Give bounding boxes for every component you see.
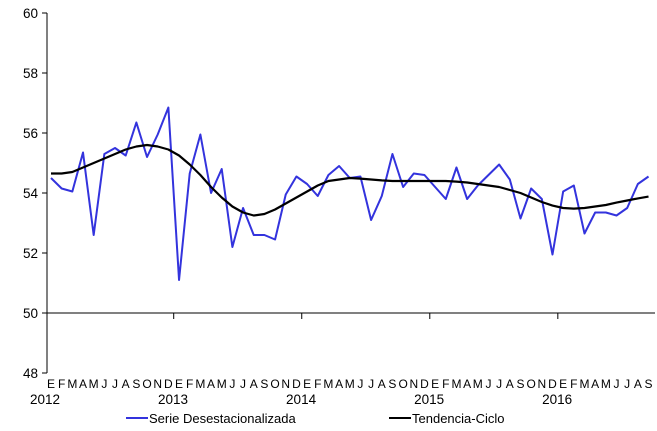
x-month-label: O bbox=[142, 377, 151, 391]
x-month-label: F bbox=[570, 377, 577, 391]
x-year-label: 2012 bbox=[30, 392, 60, 407]
x-month-label: M bbox=[580, 377, 590, 391]
y-tick-label: 50 bbox=[23, 306, 38, 321]
x-month-label: A bbox=[122, 377, 130, 391]
x-month-label: S bbox=[516, 377, 524, 391]
x-year-label: 2014 bbox=[286, 392, 317, 407]
series-line-tendencia-ciclo bbox=[51, 143, 649, 217]
x-month-label: A bbox=[250, 377, 258, 391]
x-month-label: D bbox=[292, 377, 301, 391]
x-month-label: O bbox=[398, 377, 407, 391]
x-month-label: J bbox=[112, 377, 118, 391]
x-month-label: E bbox=[175, 377, 183, 391]
x-month-label: A bbox=[207, 377, 215, 391]
x-month-label: N bbox=[281, 377, 290, 391]
x-month-label: F bbox=[442, 377, 449, 391]
x-month-label: N bbox=[409, 377, 418, 391]
x-month-label: M bbox=[601, 377, 611, 391]
x-month-label: D bbox=[164, 377, 173, 391]
y-tick-label: 60 bbox=[23, 6, 38, 21]
y-tick-label: 56 bbox=[23, 126, 38, 141]
x-month-label: A bbox=[463, 377, 471, 391]
y-tick-label: 52 bbox=[23, 246, 38, 261]
x-month-label: J bbox=[101, 377, 107, 391]
y-tick-label: 58 bbox=[23, 66, 38, 81]
y-axis: 48 50 52 54 56 58 60 bbox=[23, 6, 48, 381]
x-year-label: 2016 bbox=[542, 392, 572, 407]
x-month-label: N bbox=[153, 377, 162, 391]
x-month-label: D bbox=[420, 377, 429, 391]
x-month-label: M bbox=[451, 377, 461, 391]
x-month-label: J bbox=[614, 377, 620, 391]
x-month-label: S bbox=[388, 377, 396, 391]
x-month-label: E bbox=[303, 377, 311, 391]
x-month-label: F bbox=[314, 377, 321, 391]
x-month-label: A bbox=[506, 377, 514, 391]
legend-label: Tendencia-Ciclo bbox=[412, 411, 505, 426]
x-month-label: J bbox=[229, 377, 235, 391]
x-month-label: N bbox=[537, 377, 546, 391]
x-month-label: J bbox=[240, 377, 246, 391]
y-tick-label: 48 bbox=[23, 366, 38, 381]
x-month-label: M bbox=[473, 377, 483, 391]
x-month-label: M bbox=[345, 377, 355, 391]
x-month-label: E bbox=[47, 377, 55, 391]
y-tick-label: 54 bbox=[23, 186, 39, 201]
series-line-serie-desestacionalizada bbox=[50, 106, 650, 281]
x-month-label: D bbox=[548, 377, 557, 391]
x-month-label: S bbox=[132, 377, 140, 391]
x-month-label: S bbox=[645, 377, 653, 391]
x-month-label: A bbox=[378, 377, 386, 391]
x-month-label: O bbox=[526, 377, 535, 391]
x-month-label: F bbox=[58, 377, 65, 391]
x-month-label: J bbox=[496, 377, 502, 391]
x-month-label: S bbox=[260, 377, 268, 391]
x-month-label: E bbox=[559, 377, 567, 391]
x-month-label: A bbox=[634, 377, 642, 391]
x-month-label: M bbox=[89, 377, 99, 391]
x-month-label: E bbox=[431, 377, 439, 391]
x-month-label: A bbox=[79, 377, 87, 391]
x-month-label: J bbox=[485, 377, 491, 391]
x-year-label: 2015 bbox=[414, 392, 444, 407]
x-month-label: O bbox=[270, 377, 279, 391]
x-month-label: J bbox=[357, 377, 363, 391]
legend-label: Serie Desestacionalizada bbox=[149, 411, 296, 426]
x-month-label: M bbox=[323, 377, 333, 391]
x-month-label: J bbox=[624, 377, 630, 391]
x-month-label: M bbox=[195, 377, 205, 391]
x-year-label: 2013 bbox=[158, 392, 188, 407]
x-month-label: M bbox=[217, 377, 227, 391]
series-layer bbox=[50, 106, 650, 281]
x-month-label: J bbox=[368, 377, 374, 391]
x-month-label: A bbox=[591, 377, 599, 391]
x-month-label: M bbox=[67, 377, 77, 391]
legend: Serie Desestacionalizada Tendencia-Ciclo bbox=[126, 411, 505, 426]
x-month-label: F bbox=[186, 377, 193, 391]
x-month-label: A bbox=[335, 377, 343, 391]
